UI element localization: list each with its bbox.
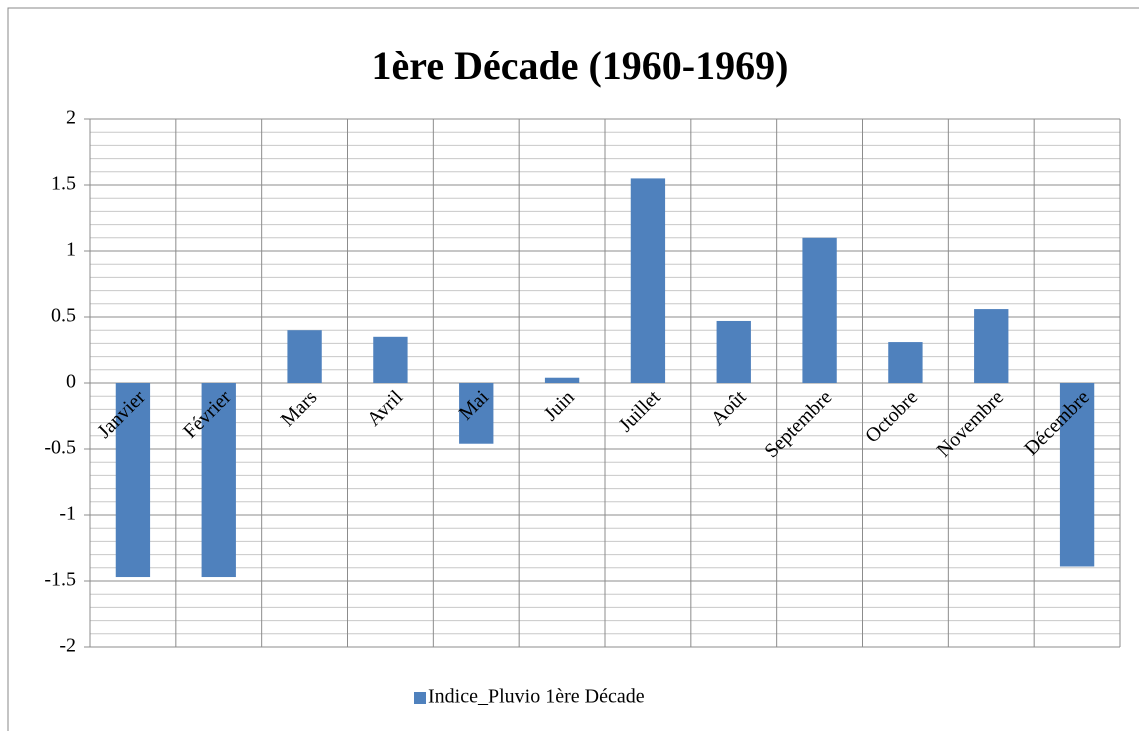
y-tick-label: -1 <box>59 503 76 525</box>
bar <box>373 336 408 383</box>
legend-swatch <box>414 692 426 704</box>
y-tick-label: -0.5 <box>44 437 76 459</box>
bar <box>459 383 494 444</box>
bar <box>802 237 837 383</box>
bar <box>1059 383 1095 567</box>
bar <box>974 309 1009 383</box>
x-tick-label: Mars <box>277 386 322 431</box>
bar <box>716 320 751 383</box>
x-tick-label: Novembre <box>933 386 1008 461</box>
x-tick-label: Octobre <box>861 386 922 447</box>
x-tick-label: Septembre <box>760 386 836 462</box>
y-tick-label: -2 <box>59 635 76 657</box>
x-tick-label: Avril <box>363 386 408 431</box>
bar <box>544 377 580 383</box>
y-tick-label: 0 <box>66 371 76 393</box>
y-tick-label: 2 <box>66 107 76 129</box>
bar <box>201 383 236 578</box>
chart-border <box>7 7 1139 731</box>
y-tick-label: 0.5 <box>51 305 76 327</box>
bar <box>888 342 923 383</box>
bar <box>287 330 322 383</box>
chart-title: 1ère Décade (1960-1969) <box>372 43 789 88</box>
bar <box>630 178 666 383</box>
x-tick-label: Juillet <box>615 386 665 436</box>
y-tick-label: 1 <box>66 239 76 261</box>
y-tick-label: -1.5 <box>44 569 76 591</box>
legend-label: Indice_Pluvio 1ère Décade <box>428 686 645 708</box>
y-tick-label: 1.5 <box>51 173 76 195</box>
bar <box>115 383 151 578</box>
x-tick-label: Juin <box>540 386 579 425</box>
x-tick-label: Août <box>707 386 751 430</box>
